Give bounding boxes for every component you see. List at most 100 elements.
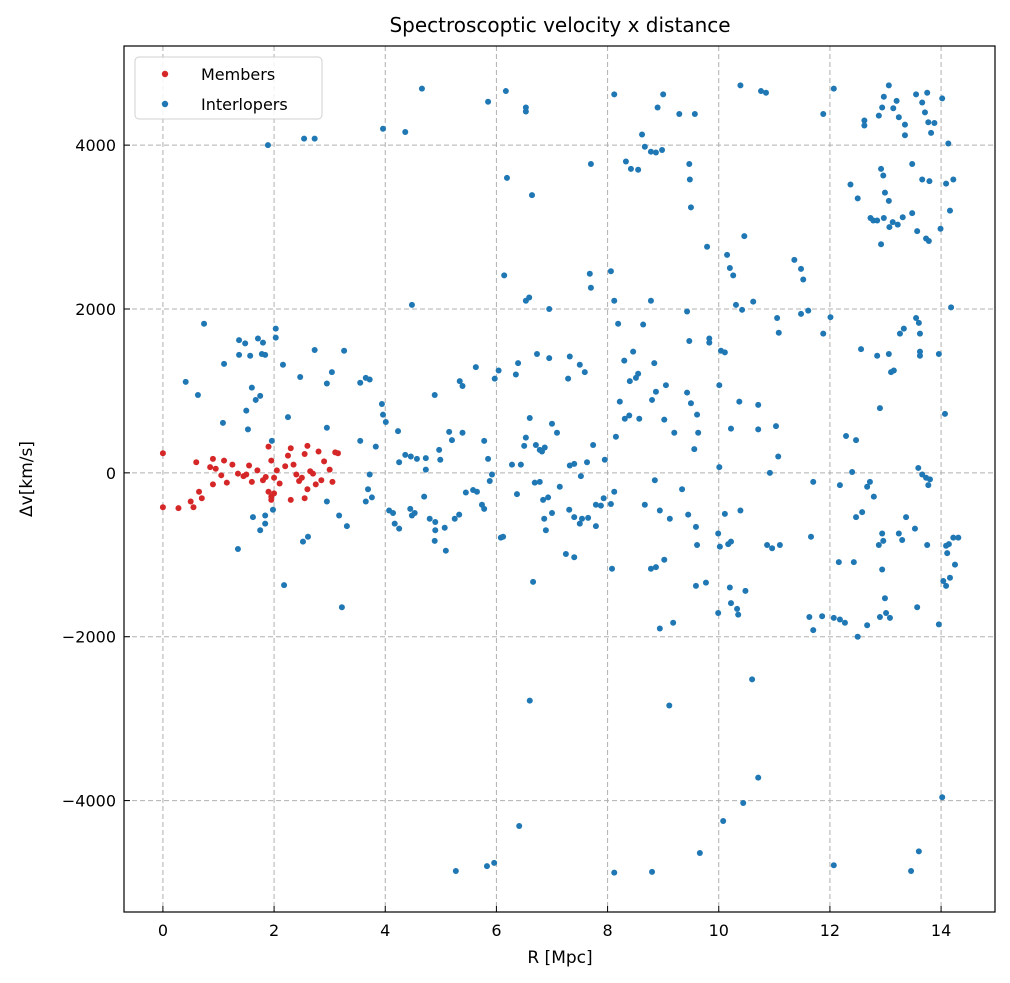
axis-ticks: 0 2 4 6 8 10 12 14 −4000 −2000 0 2000 4000 (62, 136, 951, 940)
interloper-point (641, 143, 648, 150)
interloper-point (732, 301, 739, 308)
interloper-point (914, 228, 921, 235)
member-point (209, 455, 216, 462)
x-tick-label: 12 (820, 921, 840, 940)
interloper-point (422, 455, 429, 462)
interloper-point (861, 117, 868, 124)
interloper-point (272, 334, 279, 341)
interloper-point (390, 510, 397, 517)
interloper-point (950, 176, 957, 183)
interloper-point (900, 325, 907, 332)
interloper-point (883, 609, 890, 616)
member-point (301, 451, 308, 458)
member-point (282, 463, 289, 470)
interloper-point (858, 346, 865, 353)
interloper-point (243, 407, 250, 414)
interloper-point (343, 523, 350, 530)
interloper-point (895, 530, 902, 537)
interloper-point (488, 471, 495, 478)
interloper-point (726, 265, 733, 272)
interloper-point (687, 204, 694, 211)
interloper-point (284, 414, 291, 421)
interloper-point (249, 514, 256, 521)
interloper-point (299, 538, 306, 545)
interloper-point (859, 509, 866, 516)
interloper-point (899, 537, 906, 544)
interloper-point (462, 489, 469, 496)
interloper-point (411, 510, 418, 517)
interloper-point (769, 545, 776, 552)
interloper-point (532, 441, 539, 448)
interloper-point (948, 304, 955, 311)
interloper-point (911, 525, 918, 532)
interloper-point (530, 578, 537, 585)
interloper-point (924, 89, 931, 96)
interloper-point (491, 375, 498, 382)
interloper-point (311, 135, 318, 142)
interloper-point (808, 533, 815, 540)
member-point (273, 467, 280, 474)
interloper-point (311, 346, 318, 353)
interloper-point (528, 192, 535, 199)
interloper-point (481, 437, 488, 444)
interloper-point (545, 494, 552, 501)
interloper-point (585, 514, 592, 521)
x-axis-label: R [Mpc] (527, 948, 592, 968)
interloper-point (515, 360, 522, 367)
member-point (284, 452, 291, 459)
member-point (287, 496, 294, 503)
member-point (175, 505, 182, 512)
interloper-point (626, 378, 633, 385)
interloper-point (615, 320, 622, 327)
interloper-point (366, 376, 373, 383)
interloper-point (304, 533, 311, 540)
interloper-point (870, 493, 877, 500)
interloper-point (512, 371, 519, 378)
interloper-point (951, 561, 958, 568)
interloper-point (696, 850, 703, 857)
interloper-point (607, 268, 614, 275)
grid-lines (124, 46, 995, 912)
interloper-point (448, 437, 455, 444)
interloper-point (775, 453, 782, 460)
interloper-point (935, 621, 942, 628)
interloper-point (590, 441, 597, 448)
interloper-point (806, 614, 813, 621)
interloper-point (772, 423, 779, 430)
interloper-point (943, 582, 950, 589)
interloper-point (481, 505, 488, 512)
member-point (329, 478, 336, 485)
interloper-point (426, 515, 433, 522)
y-tick-label: −2000 (62, 628, 116, 647)
interloper-point (955, 534, 962, 541)
interloper-point (737, 507, 744, 514)
interloper-point (798, 265, 805, 272)
interloper-point (724, 251, 731, 258)
interloper-point (734, 605, 741, 612)
member-point (301, 495, 308, 502)
interloper-point (861, 122, 868, 129)
interloper-point (939, 794, 946, 801)
interloper-point (621, 357, 628, 364)
interloper-point (874, 352, 881, 359)
interloper-point (876, 405, 883, 412)
interloper-point (791, 256, 798, 263)
interloper-point (879, 104, 886, 111)
member-point (246, 462, 253, 469)
interloper-point (380, 125, 387, 132)
member-point (315, 448, 322, 455)
interloper-point (945, 140, 952, 147)
interloper-point (422, 466, 429, 473)
interloper-point (459, 383, 466, 390)
interloper-point (924, 541, 931, 548)
interloper-point (597, 502, 604, 509)
interloper-point (880, 215, 887, 222)
x-tick-label: 0 (158, 921, 168, 940)
interloper-point (649, 868, 656, 875)
member-point (304, 486, 311, 493)
interloper-point (686, 176, 693, 183)
interloper-point (408, 301, 415, 308)
legend-box (134, 56, 323, 120)
interloper-point (864, 483, 871, 490)
interloper-point (382, 419, 389, 426)
